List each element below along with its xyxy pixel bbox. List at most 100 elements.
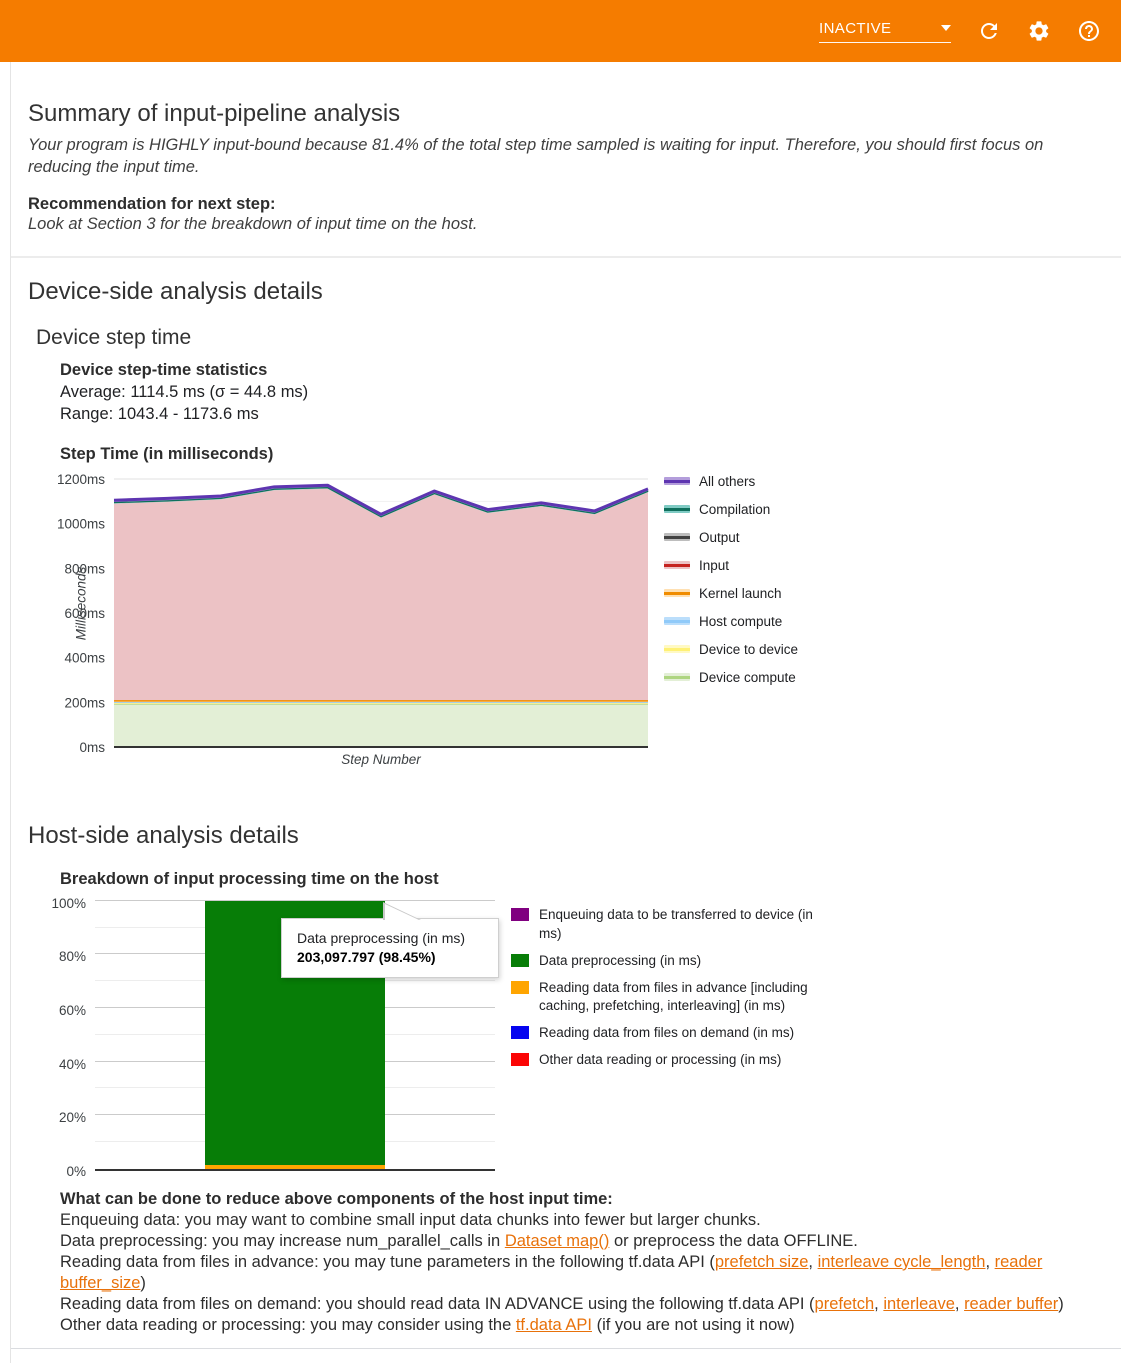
tip-text: Data preprocessing: you may increase num… <box>60 1231 505 1250</box>
legend-item: Data preprocessing (in ms) <box>511 952 839 971</box>
host-chart-ylabels: 0% 20% 40% 60% 80% 100% <box>28 896 95 1179</box>
tip-line: Enqueuing data: you may want to combine … <box>60 1210 1102 1231</box>
tip-link[interactable]: prefetch <box>814 1294 875 1313</box>
y-tick-label: 0% <box>66 1163 86 1179</box>
host-section: Host-side analysis details Breakdown of … <box>0 822 1121 1336</box>
settings-button[interactable] <box>1027 19 1051 43</box>
legend-item: Enqueuing data to be transferred to devi… <box>511 906 839 944</box>
bottom-divider <box>10 1347 1121 1349</box>
device-section-title: Device-side analysis details <box>28 277 323 305</box>
tip-link[interactable]: tf.data API <box>515 1315 592 1334</box>
tip-link[interactable]: interleave <box>883 1294 955 1313</box>
tip-link[interactable]: Dataset map() <box>504 1231 610 1250</box>
svg-text:800ms: 800ms <box>64 561 105 576</box>
tip-link[interactable]: reader buffer_size <box>60 1252 1043 1292</box>
host-chart-title: Breakdown of input processing time on th… <box>60 869 439 888</box>
tip-link[interactable]: prefetch size <box>714 1252 809 1271</box>
status-dropdown-value: INACTIVE <box>819 19 892 37</box>
legend-label: Enqueuing data to be transferred to devi… <box>539 906 813 941</box>
host-legend: Enqueuing data to be transferred to devi… <box>511 903 839 1078</box>
tip-line: Reading data from files in advance: you … <box>60 1252 1102 1294</box>
legend-label: Data preprocessing (in ms) <box>539 952 702 968</box>
tip-text: , <box>954 1294 965 1313</box>
legend-label: Kernel launch <box>699 585 782 601</box>
tooltip-value: 203,097.797 (98.45%) <box>297 948 436 965</box>
legend-swatch <box>511 953 529 967</box>
device-chart-title: Step Time (in milliseconds) <box>60 444 274 463</box>
device-step-average: Average: 1114.5 ms (σ = 44.8 ms) <box>60 382 309 401</box>
tip-text: Reading data from files on demand: you s… <box>60 1294 815 1313</box>
svg-text:1200ms: 1200ms <box>57 472 105 487</box>
legend-item: Reading data from files in advance [incl… <box>511 979 839 1017</box>
summary-title: Summary of input-pipeline analysis <box>28 100 401 127</box>
refresh-icon <box>981 23 997 39</box>
tip-line: Other data reading or processing: you ma… <box>60 1315 1102 1336</box>
svg-text:0ms: 0ms <box>79 740 105 755</box>
legend-label: All others <box>699 473 756 489</box>
legend-label: Host compute <box>699 613 783 629</box>
legend-label: Compilation <box>699 501 771 517</box>
device-step-chart: Milliseconds 0ms 200ms 400ms 600ms 800ms 1000… <box>28 466 1121 768</box>
legend-item: Host compute <box>664 614 798 629</box>
legend-label: Reading data from files on demand (in ms… <box>539 1025 795 1041</box>
device-legend: All others Compilation Output Input Kernel l… <box>664 466 798 698</box>
tip-text: , <box>808 1252 818 1271</box>
legend-swatch <box>664 673 690 682</box>
host-tips: What can be done to reduce above compone… <box>60 1189 1102 1336</box>
svg-text:400ms: 400ms <box>64 651 105 666</box>
device-step-stats: Device step-time statistics Average: 111… <box>60 359 1121 426</box>
tip-text: (if you are not using it now) <box>591 1315 795 1334</box>
device-step-stats-title: Device step-time statistics <box>60 360 268 379</box>
gear-icon <box>1029 21 1049 41</box>
status-dropdown[interactable]: INACTIVE <box>819 20 951 43</box>
legend-swatch <box>664 617 690 626</box>
section-divider <box>10 255 1121 258</box>
device-chart-y-axis-title: Milliseconds <box>73 566 89 641</box>
chevron-down-icon <box>941 25 951 31</box>
legend-swatch <box>664 645 690 654</box>
host-breakdown-chart: 0% 20% 40% 60% 80% 100% Data preprocessing (i… <box>28 896 1121 1179</box>
tip-line: Reading data from files on demand: you s… <box>60 1294 1102 1315</box>
device-section: Device-side analysis details Device step… <box>0 278 1121 768</box>
tip-link[interactable]: reader buffer <box>964 1294 1059 1313</box>
svg-text:1000ms: 1000ms <box>57 517 105 532</box>
tip-text: Other data reading or processing: you ma… <box>60 1315 516 1334</box>
tip-line: Data preprocessing: you may increase num… <box>60 1231 1102 1252</box>
help-icon <box>1079 21 1099 41</box>
host-chart-plot[interactable]: Data preprocessing (in ms) 203,097.797 (… <box>95 899 499 1171</box>
refresh-button[interactable] <box>977 19 1001 43</box>
legend-swatch <box>511 907 529 921</box>
legend-swatch <box>664 477 690 486</box>
y-tick-label: 60% <box>58 1003 86 1019</box>
svg-text:600ms: 600ms <box>64 606 105 621</box>
legend-swatch <box>511 980 529 994</box>
help-button[interactable] <box>1077 19 1101 43</box>
tip-text: ) <box>140 1273 146 1292</box>
svg-text:200ms: 200ms <box>64 695 105 710</box>
gridline <box>95 899 495 901</box>
legend-item: Input <box>664 558 798 573</box>
legend-item: Compilation <box>664 502 798 517</box>
legend-item: Kernel launch <box>664 586 798 601</box>
legend-item: Device to device <box>664 642 798 657</box>
tip-text: , <box>874 1294 884 1313</box>
legend-item: All others <box>664 474 798 489</box>
y-tick-label: 40% <box>58 1056 86 1072</box>
legend-label: Input <box>699 557 730 573</box>
recommendation-body: Look at Section 3 for the breakdown of i… <box>28 214 478 233</box>
legend-swatch <box>664 505 690 514</box>
svg-text:Step Number: Step Number <box>341 752 421 767</box>
legend-swatch <box>511 1053 529 1067</box>
tip-link[interactable]: interleave cycle_length <box>817 1252 986 1271</box>
host-tips-lines: Enqueuing data: you may want to combine … <box>60 1210 1102 1336</box>
device-step-chart-svg[interactable]: 0ms 200ms 400ms 600ms 800ms 1000ms 1200ms Step … <box>50 466 650 768</box>
left-border-rule <box>10 62 11 1363</box>
summary-body: Your program is HIGHLY input-bound becau… <box>28 136 1044 176</box>
summary-section: Summary of input-pipeline analysis Your … <box>0 62 1121 234</box>
host-tips-header: What can be done to reduce above compone… <box>60 1189 613 1208</box>
bar-segment[interactable] <box>205 1164 385 1169</box>
device-step-time-subtitle: Device step time <box>36 325 192 349</box>
legend-swatch <box>664 561 690 570</box>
host-section-title: Host-side analysis details <box>28 821 299 849</box>
